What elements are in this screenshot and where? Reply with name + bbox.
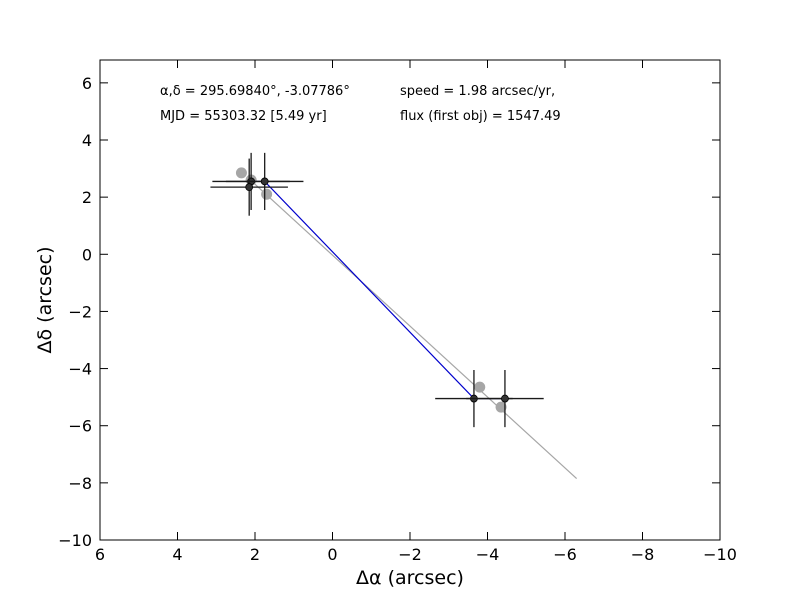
x-tick-label: 0 xyxy=(327,545,337,564)
data-layer xyxy=(210,152,578,480)
predicted-point xyxy=(261,188,273,200)
model-track-line xyxy=(246,176,578,480)
y-tick-label: −2 xyxy=(68,302,92,321)
x-tick-label: 6 xyxy=(95,545,105,564)
plot-frame xyxy=(99,59,721,541)
y-tick-label: 4 xyxy=(82,131,92,150)
y-tick-label: −10 xyxy=(58,531,92,550)
y-tick-label: 6 xyxy=(82,74,92,93)
y-axis-label: Δδ (arcsec) xyxy=(34,246,56,353)
annotation-flux: flux (first obj) = 1547.49 xyxy=(400,109,561,124)
y-tick-label: −8 xyxy=(68,474,92,493)
x-tick-label: −4 xyxy=(476,545,500,564)
annotation-coordinates: α,δ = 295.69840°, -3.07786° xyxy=(160,84,350,99)
x-tick-label: −6 xyxy=(553,545,577,564)
predicted-point xyxy=(474,381,486,393)
y-tick-label: 0 xyxy=(82,245,92,264)
y-tick-label: −4 xyxy=(68,360,92,379)
measured-point xyxy=(260,177,269,186)
measured-point xyxy=(501,394,509,403)
x-tick-label: −10 xyxy=(703,545,737,564)
y-tick-label: −6 xyxy=(68,417,92,436)
annotation-speed: speed = 1.98 arcsec/yr, xyxy=(400,84,555,99)
annotation-mjd: MJD = 55303.32 [5.49 yr] xyxy=(160,109,327,124)
x-tick-label: −2 xyxy=(398,545,422,564)
x-tick-label: 2 xyxy=(250,545,260,564)
x-axis-label: Δα (arcsec) xyxy=(356,567,464,589)
predicted-point xyxy=(495,401,507,413)
y-tick-label: 2 xyxy=(82,188,92,207)
predicted-point xyxy=(235,167,247,179)
measured-point xyxy=(245,183,254,192)
measured-track-line xyxy=(251,180,505,400)
x-tick-label: 4 xyxy=(172,545,182,564)
x-tick-label: −8 xyxy=(631,545,655,564)
